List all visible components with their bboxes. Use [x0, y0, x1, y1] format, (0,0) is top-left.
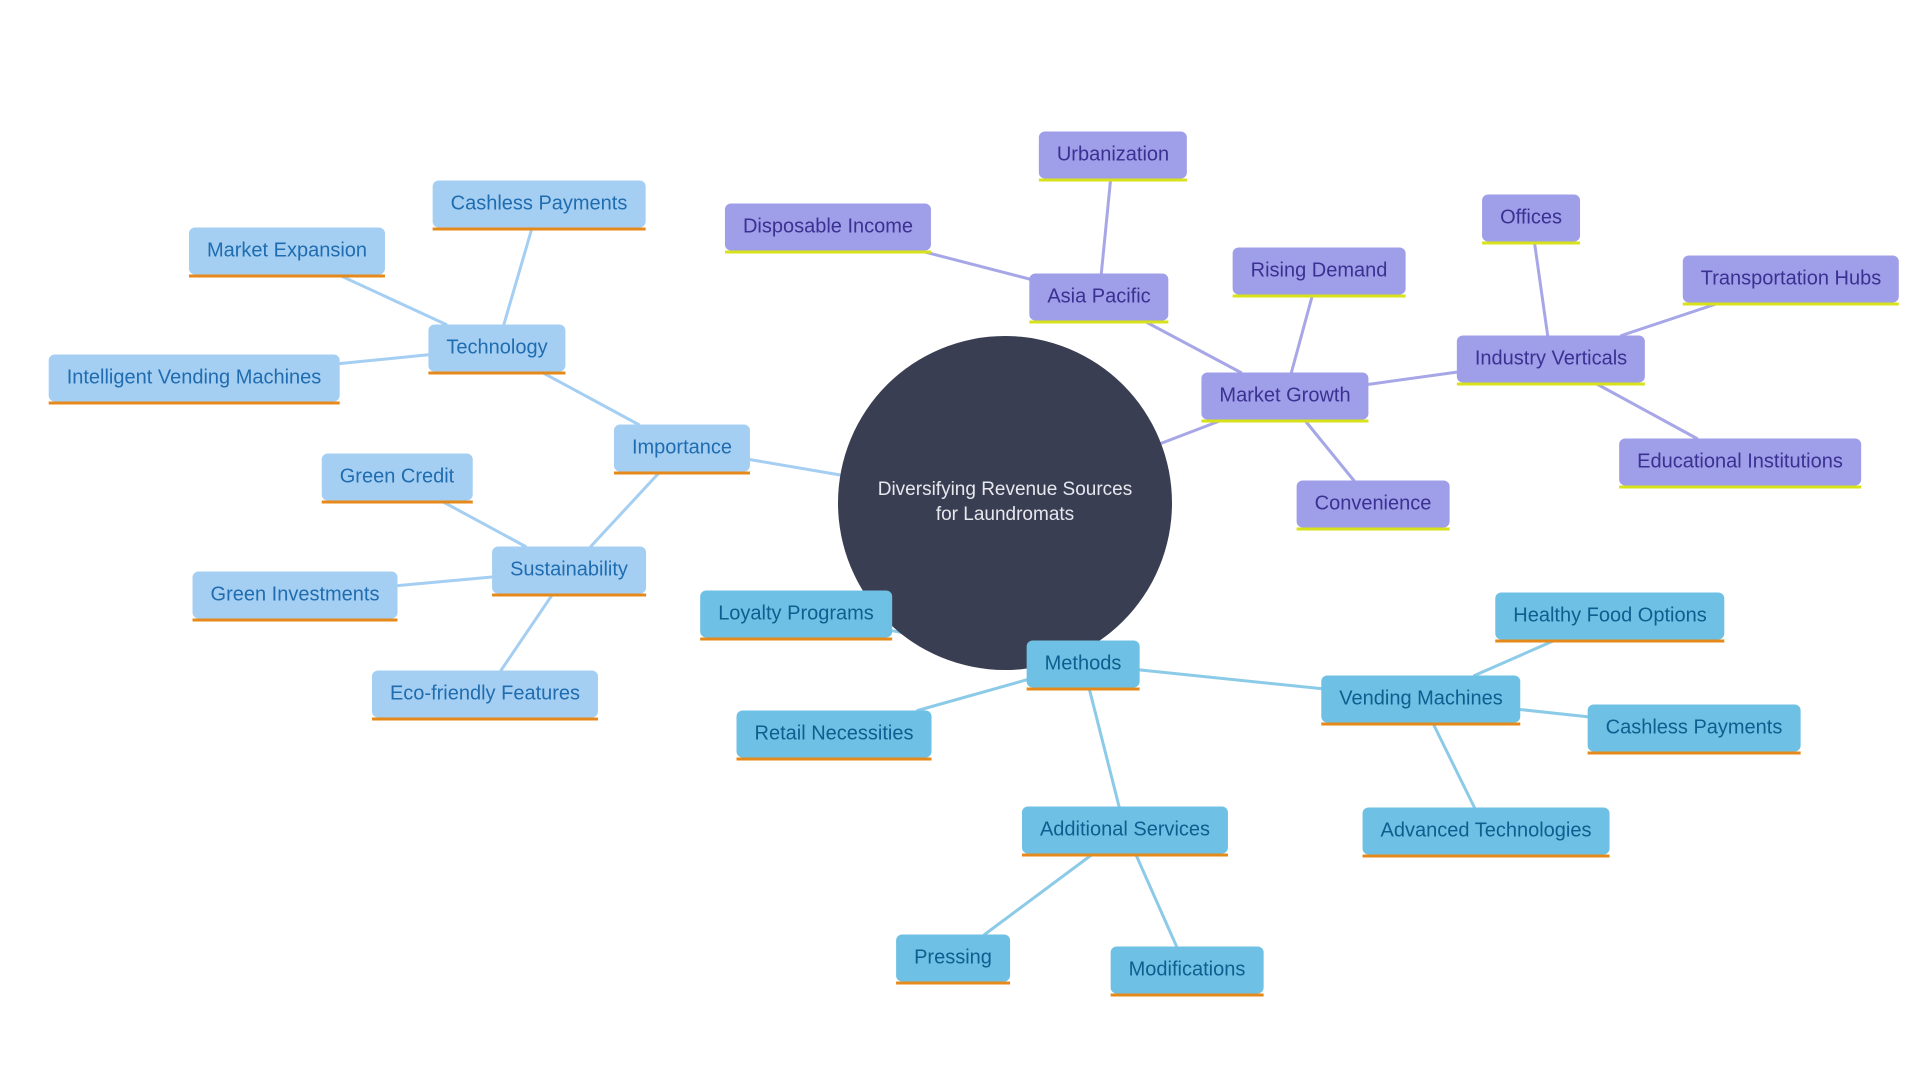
node-marketexp: Market Expansion	[189, 228, 385, 275]
node-asiapacific: Asia Pacific	[1029, 274, 1168, 321]
node-importance: Importance	[614, 425, 750, 472]
node-mods: Modifications	[1111, 947, 1264, 994]
node-industry: Industry Verticals	[1457, 336, 1645, 383]
mindmap-canvas: Diversifying Revenue Sourcesfor Laundrom…	[0, 0, 1920, 1080]
node-edu: Educational Institutions	[1619, 439, 1861, 486]
node-marketgrowth: Market Growth	[1201, 373, 1368, 420]
node-disposable: Disposable Income	[725, 204, 931, 251]
node-loyalty: Loyalty Programs	[700, 591, 892, 638]
node-retail: Retail Necessities	[737, 711, 932, 758]
node-ivm: Intelligent Vending Machines	[49, 355, 340, 402]
node-rising: Rising Demand	[1233, 248, 1406, 295]
node-vending: Vending Machines	[1321, 676, 1520, 723]
node-methods: Methods	[1027, 641, 1140, 688]
node-offices: Offices	[1482, 195, 1580, 242]
node-pressing: Pressing	[896, 935, 1010, 982]
node-sustain: Sustainability	[492, 547, 646, 594]
node-healthy: Healthy Food Options	[1495, 593, 1724, 640]
node-urban: Urbanization	[1039, 132, 1187, 179]
node-technology: Technology	[428, 325, 565, 372]
node-greencredit: Green Credit	[322, 454, 473, 501]
node-greeninvest: Green Investments	[193, 572, 398, 619]
node-transport: Transportation Hubs	[1683, 256, 1899, 303]
node-cashless2: Cashless Payments	[1588, 705, 1801, 752]
node-cashless1: Cashless Payments	[433, 181, 646, 228]
node-eco: Eco-friendly Features	[372, 671, 598, 718]
node-convenience: Convenience	[1297, 481, 1450, 528]
node-addserv: Additional Services	[1022, 807, 1228, 854]
node-advtech: Advanced Technologies	[1363, 808, 1610, 855]
